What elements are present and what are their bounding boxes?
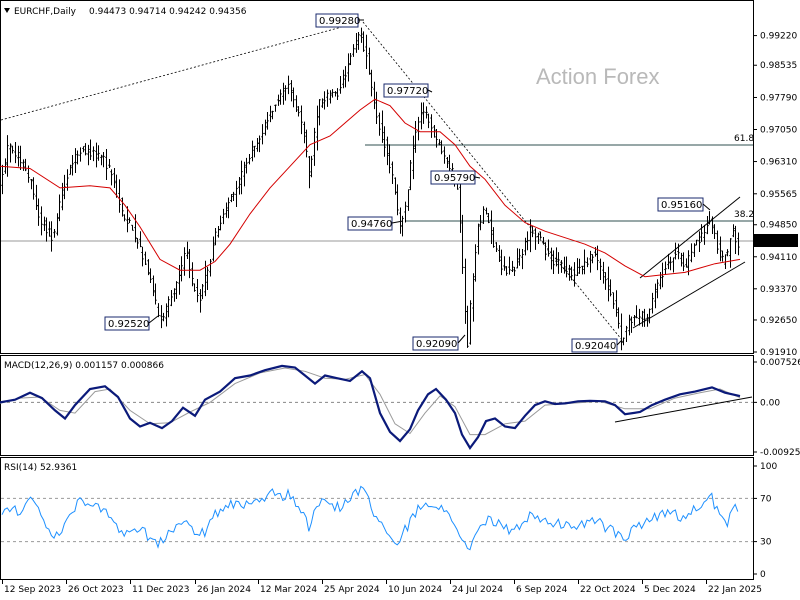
price-annotation-label: 0.92090 [416,339,457,350]
last-price-label: 0.94356 [757,237,794,247]
price-tick-label: 0.97050 [760,126,797,136]
symbol-title: EURCHF,Daily [14,7,77,17]
annotation-connector [702,203,711,211]
price-annotation-label: 0.94760 [351,219,392,230]
annotation-connector [616,339,623,346]
price-annotation-box [347,216,393,231]
moving-average-line [0,98,741,278]
price-tick-label: 0.93370 [760,285,797,295]
annotation-connector [457,334,466,344]
x-tick-label: 5 Dec 2024 [644,585,696,595]
rsi-panel[interactable] [0,457,754,580]
macd-trendline [614,396,753,423]
last-price-box [754,234,798,247]
ohlc-readout: 0.94473 0.94714 0.94242 0.94356 [89,7,247,17]
dropdown-arrow-icon[interactable] [4,8,10,13]
rsi-tick-label: 70 [760,494,772,504]
macd-tick-label: 0.007526 [760,358,800,368]
price-annotation-box [571,338,618,353]
price-tick-label: 0.92650 [760,316,797,326]
macd-tick-label: 0.00 [760,398,780,408]
annotation-connector [148,315,159,324]
x-tick-label: 22 Oct 2024 [580,585,636,595]
price-tick-label: 0.94110 [760,253,797,263]
price-tick-label: 0.99220 [760,32,797,42]
macd-tick-label: -0.009252 [760,448,800,458]
dashed-trendline-down [362,21,623,341]
rsi-line [1,485,739,551]
rsi-title: RSI(14) 52.9361 [4,463,77,473]
price-annotation-label: 0.97720 [387,86,428,97]
price-annotation-label: 0.95160 [661,200,702,211]
x-tick-label: 10 Jun 2024 [388,585,442,595]
x-tick-label: 6 Sep 2024 [516,585,568,595]
watermark: Action Forex [536,64,660,89]
price-annotation-label: 0.95790 [434,173,475,184]
price-annotation-label: 0.99280 [319,16,360,27]
price-annotation-label: 0.92520 [108,319,149,330]
annotation-connector [427,89,433,93]
x-tick-label: 11 Dec 2023 [132,585,190,595]
annotation-connector [474,176,481,179]
x-tick-label: 12 Mar 2024 [260,585,317,595]
annotation-connector [391,220,404,224]
price-tick-label: 0.94850 [760,221,797,231]
x-tick-label: 26 Jan 2024 [197,585,251,595]
x-tick-label: 26 Oct 2023 [68,585,124,595]
x-tick-label: 12 Sep 2023 [4,585,61,595]
x-tick-label: 22 Jan 2025 [708,585,762,595]
price-annotation-box [412,336,459,351]
channel-line-lower [632,261,746,329]
x-tick-label: 24 Jul 2024 [452,585,503,595]
price-panel[interactable] [0,0,754,354]
rsi-tick-label: 100 [760,462,777,472]
rsi-tick-label: 30 [760,538,772,548]
fib-label-382: 38.2 [734,210,754,220]
price-tick-label: 0.91910 [760,348,797,358]
fib-label-618: 61.8 [734,134,754,144]
macd-panel[interactable] [0,355,754,456]
rsi-tick-label: 0 [760,570,766,580]
price-annotation-box [104,316,150,331]
price-tick-label: 0.95565 [760,190,797,200]
price-tick-label: 0.97790 [760,93,797,103]
price-tick-label: 0.98535 [760,61,797,71]
channel-line-upper [639,196,741,279]
x-tick-label: 25 Apr 2024 [324,585,380,595]
price-annotation-label: 0.92040 [575,341,616,352]
macd-line [0,364,741,450]
macd-title: MACD(12,26,9) 0.001157 0.000866 [4,361,164,371]
price-tick-label: 0.96310 [760,158,797,168]
